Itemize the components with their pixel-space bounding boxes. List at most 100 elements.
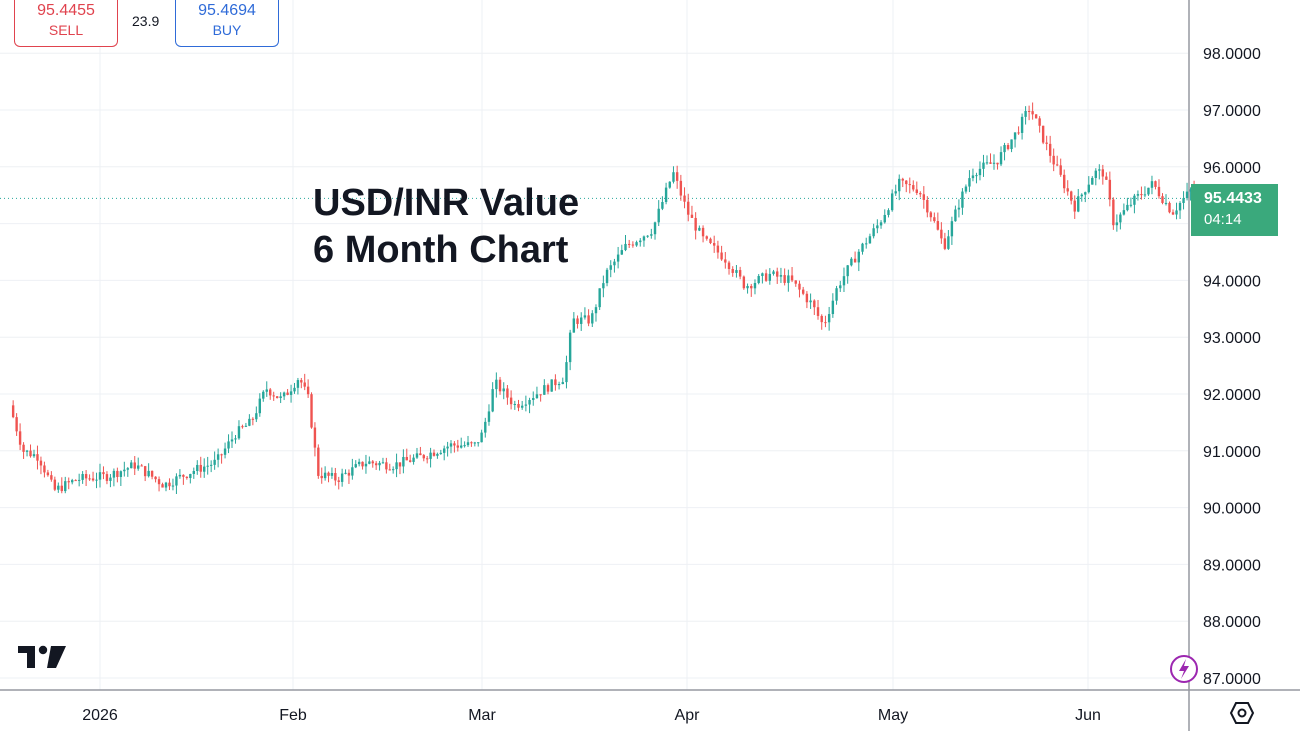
- candle-body: [1154, 181, 1157, 187]
- candle-body: [520, 405, 524, 408]
- x-tick-label: 2026: [82, 707, 118, 724]
- candle-body: [337, 480, 340, 482]
- candle-body: [824, 322, 827, 324]
- candle-body: [1108, 179, 1112, 200]
- buy-button[interactable]: 95.4694 BUY: [175, 0, 279, 47]
- candle-body: [269, 389, 272, 396]
- candle-body: [422, 455, 425, 459]
- settings-icon[interactable]: [1229, 700, 1255, 731]
- candle-body: [1189, 189, 1192, 192]
- candle-body: [554, 379, 557, 386]
- candle-body: [912, 185, 915, 190]
- candle-body: [223, 448, 227, 455]
- candle-body: [388, 469, 391, 471]
- candle-body: [528, 399, 531, 405]
- candle-body: [709, 238, 712, 244]
- candle-body: [543, 385, 546, 395]
- candle-body: [535, 394, 539, 399]
- candle-body: [839, 285, 842, 289]
- y-tick-label: 98.0000: [1203, 46, 1261, 63]
- candle-body: [887, 210, 890, 215]
- candle-body: [831, 300, 835, 315]
- candle-body: [460, 445, 463, 448]
- y-tick-label: 94.0000: [1203, 273, 1261, 290]
- candle-body: [635, 242, 638, 246]
- candle-body: [905, 180, 908, 185]
- candle-body: [805, 293, 809, 303]
- candle-body: [572, 318, 576, 333]
- candle-body: [456, 445, 460, 448]
- lightning-icon[interactable]: [1168, 652, 1198, 691]
- candle-body: [716, 245, 720, 253]
- candle-body: [57, 485, 60, 490]
- candle-body: [230, 439, 234, 442]
- candle-body: [39, 460, 43, 466]
- candle-body: [22, 444, 25, 452]
- candle-body: [901, 178, 904, 181]
- candle-body: [664, 187, 668, 203]
- candle-body: [783, 275, 786, 283]
- candle-body: [105, 474, 109, 481]
- candle-body: [883, 214, 886, 223]
- candle-body: [402, 456, 405, 467]
- candle-body: [1143, 194, 1147, 196]
- candle-body: [687, 201, 690, 215]
- candle-body: [279, 396, 282, 399]
- candle-body: [182, 474, 185, 477]
- candle-body: [1119, 214, 1122, 223]
- candle-body: [192, 471, 195, 475]
- candle-body: [11, 405, 15, 418]
- chart-title-block: USD/INR Value 6 Month Chart: [313, 180, 579, 274]
- candle-body: [961, 191, 964, 208]
- candle-body: [334, 473, 337, 481]
- candle-body: [627, 243, 631, 245]
- candle-body: [477, 442, 480, 444]
- candle-body: [1105, 176, 1108, 180]
- candle-body: [46, 472, 50, 476]
- candle-body: [439, 452, 442, 454]
- candle-body: [517, 403, 520, 408]
- candle-body: [272, 395, 275, 397]
- candle-body: [255, 413, 258, 420]
- candle-body: [735, 270, 738, 273]
- candle-body: [727, 262, 731, 270]
- candle-body: [168, 482, 171, 487]
- sell-button[interactable]: 95.4455 SELL: [14, 0, 118, 47]
- candle-body: [524, 404, 528, 406]
- candle-body: [1098, 169, 1101, 171]
- candle-body: [1133, 195, 1136, 205]
- candle-body: [1112, 199, 1115, 226]
- candle-body: [850, 258, 853, 266]
- candle-body: [1115, 222, 1119, 226]
- candle-body: [88, 478, 91, 480]
- sell-price: 95.4455: [37, 2, 95, 19]
- candle-body: [1168, 202, 1171, 213]
- candle-body: [398, 462, 402, 467]
- candle-body: [1175, 210, 1178, 215]
- candle-body: [1147, 187, 1150, 195]
- candle-body: [432, 452, 436, 456]
- candle-body: [694, 217, 697, 231]
- candle-body: [74, 480, 77, 482]
- candle-body: [957, 207, 961, 210]
- candle-body: [241, 426, 244, 428]
- candle-body: [463, 445, 466, 447]
- buy-price: 95.4694: [198, 2, 256, 19]
- candle-body: [720, 252, 723, 260]
- candle-body: [227, 441, 230, 449]
- chart-title: USD/INR Value: [313, 182, 580, 224]
- candle-body: [1024, 111, 1027, 117]
- tradingview-logo[interactable]: [18, 644, 68, 675]
- candle-body: [1048, 143, 1052, 156]
- candle-body: [466, 442, 470, 446]
- candle-body: [1052, 155, 1055, 165]
- candle-body: [853, 258, 857, 263]
- candle-body: [213, 459, 216, 465]
- candle-body: [975, 175, 978, 177]
- x-tick-label: Jun: [1075, 707, 1101, 724]
- candle-body: [561, 382, 564, 385]
- candle-body: [81, 474, 84, 480]
- candle-body: [60, 485, 63, 492]
